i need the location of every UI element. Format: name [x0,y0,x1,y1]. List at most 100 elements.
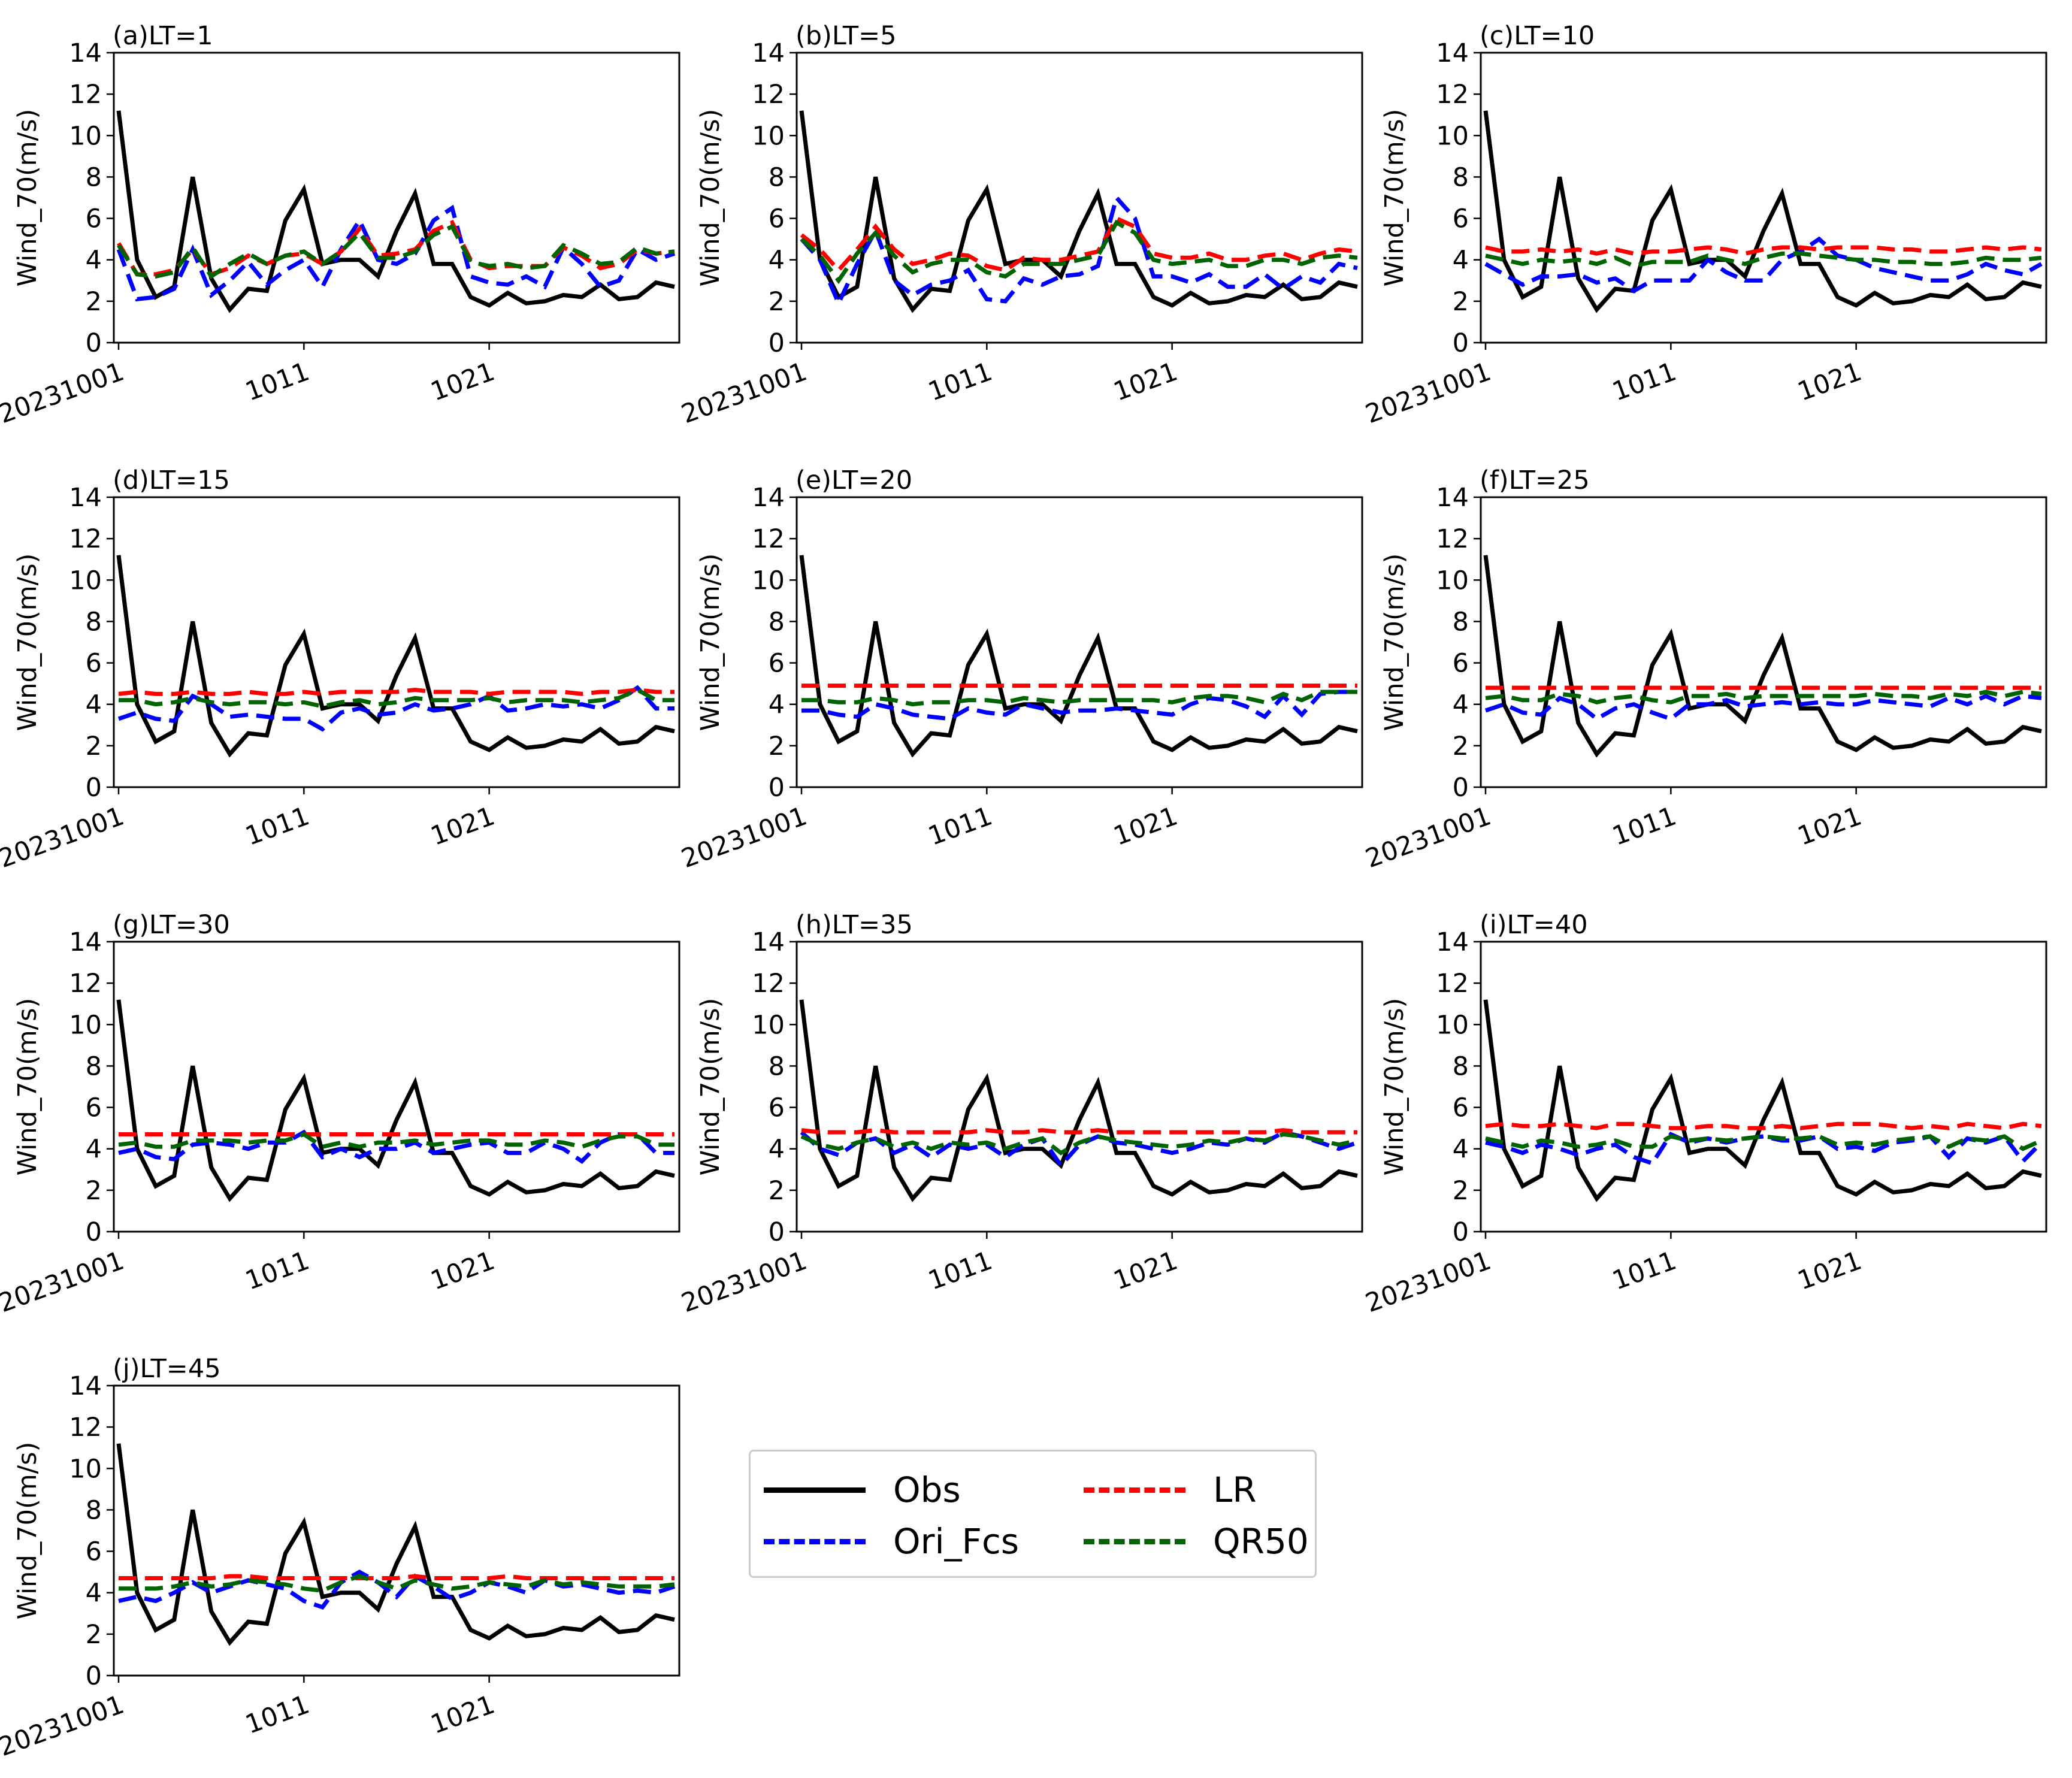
x-tick-label: 20231001 [677,1245,811,1319]
y-tick-label: 10 [1436,566,1469,595]
y-tick-label: 8 [86,607,102,637]
y-axis-label: Wind_70(m/s) [1380,998,1409,1176]
x-tick-label: 1021 [427,1245,498,1296]
y-tick-label: 6 [769,204,785,234]
x-tick-label: 1021 [1793,801,1865,851]
series-line-ori [800,193,1358,309]
plot-frame [795,941,1363,1233]
series-line-obs [799,555,1358,758]
legend-item-obs: Obs [764,1469,961,1510]
legend-swatch-obs [764,1487,866,1493]
y-tick-label: 6 [1453,204,1469,234]
y-tick-label: 10 [69,121,102,151]
plot-frame [113,52,680,344]
y-tick-label: 8 [86,1495,102,1525]
y-tick-label: 6 [86,649,102,679]
y-tick-label: 8 [1453,607,1469,637]
y-tick-label: 2 [86,1176,102,1206]
y-axis-label: Wind_70(m/s) [1380,109,1409,287]
panel-3: (c)LT=10 0 2 4 6 8 10 12 14 Wind_70(m/s) 20231001 1… [1362,21,2047,430]
series-line-obs [116,110,675,313]
series-line-obs [116,1443,675,1646]
panel-title: (d)LT=15 [113,465,230,495]
y-tick-label: 6 [86,1537,102,1567]
panel-title: (c)LT=10 [1480,21,1595,51]
legend-item-qr50: QR50 [1084,1521,1309,1562]
legend-swatch-ori-fcs [764,1538,866,1544]
x-tick-label: 20231001 [1362,1245,1495,1319]
x-tick-label: 1021 [427,356,498,407]
y-tick-label: 2 [86,731,102,761]
legend-item-ori-fcs: Ori_Fcs [764,1521,1019,1562]
y-tick-label: 0 [86,773,102,803]
x-tick-label: 1021 [1793,1245,1865,1296]
y-tick-label: 2 [86,1620,102,1650]
y-tick-label: 14 [752,927,785,957]
x-tick-label: 1011 [924,801,996,851]
legend-item-lr: LR [1084,1469,1257,1510]
series-line-obs [116,999,675,1202]
panel-title: (i)LT=40 [1480,910,1588,940]
y-tick-label: 14 [1436,483,1469,513]
y-tick-label: 0 [1453,1217,1469,1247]
panel-title: (j)LT=45 [113,1354,221,1384]
y-tick-label: 10 [69,1010,102,1040]
y-tick-label: 4 [769,690,785,720]
series-line-obs [1483,110,2042,313]
plot-frame [1480,496,2047,788]
plot-frame [1480,52,2047,344]
series-line-ori [801,690,1357,721]
panel-title: (g)LT=30 [113,910,230,940]
series-line-ori [1484,694,2042,722]
plot-frame [1480,941,2047,1233]
y-tick-label: 12 [752,80,785,110]
y-tick-label: 0 [769,1217,785,1247]
x-tick-label: 20231001 [677,801,811,874]
y-tick-label: 0 [769,328,785,358]
x-tick-label: 1021 [1793,356,1865,407]
plot-frame [795,496,1363,788]
y-tick-label: 10 [1436,1010,1469,1040]
series-line-qr [800,1132,1358,1156]
y-tick-label: 8 [1453,1051,1469,1081]
y-tick-label: 6 [1453,649,1469,679]
series-line-lr [119,1574,674,1580]
plot-frame [113,496,680,788]
x-tick-label: 1011 [1608,801,1680,851]
y-tick-label: 6 [86,204,102,234]
y-tick-label: 14 [69,1371,102,1401]
panel-7: (g)LT=30 0 2 4 6 8 10 12 14 Wind_70(m/s) 20231001 1… [0,910,680,1319]
y-tick-label: 8 [769,162,785,192]
series-line-qr [801,690,1357,707]
panel-8: (h)LT=35 0 2 4 6 8 10 12 14 Wind_70(m/s) 20231001 1… [677,910,1363,1319]
x-tick-label: 20231001 [0,1245,128,1319]
y-tick-label: 10 [69,566,102,595]
y-tick-label: 12 [1436,524,1469,554]
y-tick-label: 0 [1453,328,1469,358]
y-tick-label: 0 [86,1661,102,1691]
y-tick-label: 2 [769,287,785,317]
y-tick-label: 14 [1436,927,1469,957]
x-tick-label: 1021 [427,1689,498,1740]
y-axis-label: Wind_70(m/s) [13,554,43,731]
y-tick-label: 14 [69,927,102,957]
y-tick-label: 10 [752,121,785,151]
x-tick-label: 1011 [241,1245,313,1296]
y-tick-label: 12 [69,524,102,554]
y-tick-label: 8 [769,1051,785,1081]
y-tick-label: 6 [769,1093,785,1123]
y-axis-label: Wind_70(m/s) [13,109,43,287]
y-tick-label: 8 [1453,162,1469,192]
panel-title: (e)LT=20 [795,465,912,495]
legend-label-lr: LR [1213,1469,1257,1510]
y-tick-label: 4 [86,1579,102,1608]
y-tick-label: 12 [1436,80,1469,110]
series-line-qr [118,1132,674,1150]
y-tick-label: 14 [69,38,102,68]
y-tick-label: 0 [86,1217,102,1247]
y-tick-label: 4 [86,690,102,720]
series-line-qr [119,687,674,709]
y-tick-label: 8 [769,607,785,637]
series-line-ori [1485,1132,2043,1166]
